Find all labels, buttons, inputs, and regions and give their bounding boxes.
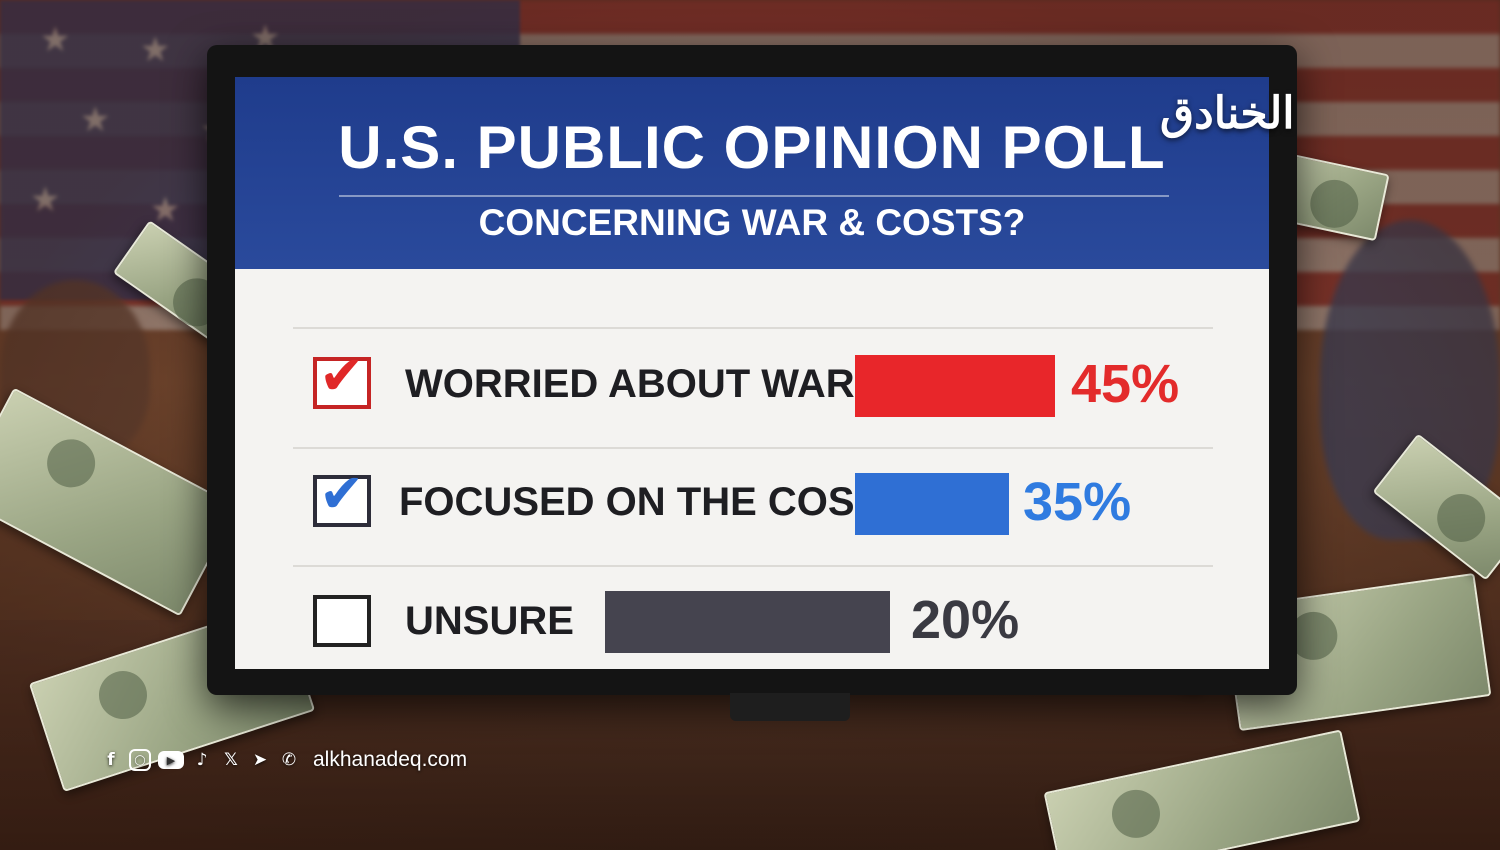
bar-focused-on-costs [855,473,1009,535]
checkmark-icon: ✔ [319,344,365,407]
bar-label: FOCUSED ON THE COSTS [399,480,906,524]
x-icon[interactable]: 𝕏 [224,750,238,770]
row-divider [293,327,1213,329]
poll-subtitle: CONCERNING WAR & COSTS? [478,202,1026,243]
bar-worried-about-war [855,355,1055,417]
whatsapp-icon[interactable]: ✆ [281,750,297,770]
website-link[interactable]: alkhanadeq.com [313,748,468,771]
tiktok-icon[interactable]: ♪ [196,750,208,770]
title-divider [339,195,1169,197]
value-label: 20% [911,590,1020,650]
checkbox-unsure [313,595,371,647]
poll-header: U.S. PUBLIC OPINION POLL CONCERNING WAR … [235,77,1269,269]
tv-stand [730,693,850,721]
footer-social: f ◯ ▶ ♪ 𝕏 ➤ ✆ alkhanadeq.com [100,748,467,772]
facebook-icon[interactable]: f [107,750,115,770]
youtube-icon[interactable]: ▶ [158,751,184,769]
row-divider [293,447,1213,449]
checkbox-focused-on-costs: ✔ [313,467,371,527]
value-label: 45% [1071,354,1180,414]
instagram-icon[interactable]: ◯ [129,749,151,771]
tv-screen-frame: U.S. PUBLIC OPINION POLL CONCERNING WAR … [207,45,1297,695]
poll-screen: U.S. PUBLIC OPINION POLL CONCERNING WAR … [235,77,1269,669]
poll-title: U.S. PUBLIC OPINION POLL [338,114,1166,181]
checkbox-worried-about-war: ✔ [313,349,371,409]
checkmark-icon: ✔ [319,462,365,525]
brand-logo: الخنادق [1160,88,1295,139]
value-label: 35% [1023,472,1132,532]
bar-label: WORRIED ABOUT WAR [405,362,855,406]
row-divider [293,565,1213,567]
bar-unsure [605,591,890,653]
bar-label: UNSURE [405,599,574,643]
telegram-icon[interactable]: ➤ [252,750,268,770]
